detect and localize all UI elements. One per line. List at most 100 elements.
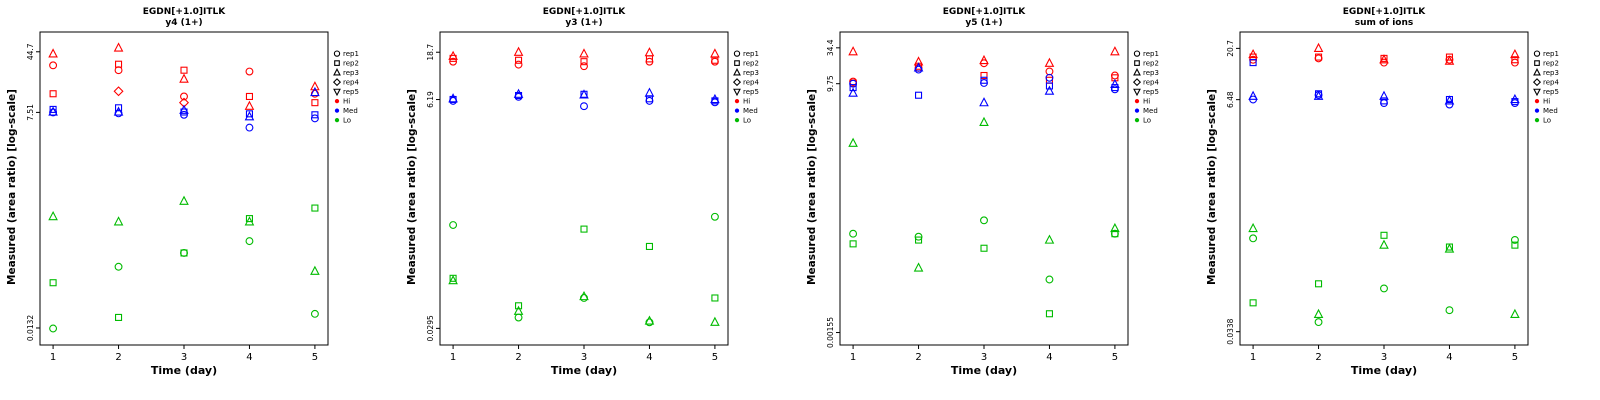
data-point-Hi-rep3 [710, 48, 720, 58]
chart-panel-sum-of-ions: EGDN[+1.0]ITLK sum of ions Measured (are… [1200, 0, 1600, 400]
data-point-Med-rep2 [1380, 97, 1388, 105]
legend-marker-rep5 [1533, 88, 1541, 97]
data-point-Lo-rep2 [915, 236, 923, 244]
y-tick-label: 44.7 [26, 43, 35, 60]
x-tick-label: 4 [1046, 352, 1052, 363]
chart-panel-y5: EGDN[+1.0]ITLK y5 (1+) Measured (area ra… [800, 0, 1200, 400]
plot-box [1239, 31, 1529, 346]
y-tick-label: 18.7 [426, 44, 435, 61]
data-point-Lo-rep2 [1315, 280, 1323, 288]
data-point-Hi-rep2 [1315, 53, 1323, 61]
x-tick-label: 3 [981, 352, 987, 363]
legend-marker-rep1 [1133, 50, 1141, 57]
data-point-Hi-rep3 [1044, 57, 1055, 67]
chart-subtitle: y3 (1+) [565, 18, 603, 28]
legend-label-Lo: Lo [743, 117, 751, 125]
data-point-Lo-rep3 [1313, 308, 1324, 319]
data-point-Lo-rep2 [245, 215, 253, 223]
data-point-Med-rep3 [710, 93, 720, 104]
y-tick-label: 6.48 [1226, 91, 1235, 108]
y-tick-label: 34.4 [826, 39, 835, 56]
data-point-Med-rep1 [310, 114, 319, 123]
data-point-Lo-rep1 [849, 229, 858, 238]
legend-label-rep4: rep4 [1143, 79, 1159, 87]
legend-label-Lo: Lo [343, 117, 351, 125]
chart-subtitle: y4 (1+) [165, 18, 203, 28]
legend-label-rep5: rep5 [1543, 88, 1559, 96]
data-point-Med-rep2 [311, 111, 319, 119]
x-tick-label: 2 [515, 352, 521, 363]
data-point-Med-rep3 [448, 93, 458, 103]
data-point-Hi-rep3 [179, 73, 189, 83]
legend-marker-Med [734, 108, 740, 113]
data-point-Hi-rep3 [1379, 54, 1389, 64]
data-point-Med-rep3 [244, 111, 255, 121]
data-point-Med-rep1 [1445, 100, 1454, 109]
data-point-Med-rep3 [1110, 78, 1120, 89]
legend-label-rep4: rep4 [743, 79, 759, 87]
data-point-Med-rep3 [1313, 90, 1324, 100]
data-point-Hi-rep2 [49, 90, 57, 98]
legend-label-rep4: rep4 [1543, 79, 1559, 87]
data-point-Hi-rep3 [48, 48, 58, 58]
data-point-Med-rep1 [1110, 85, 1119, 94]
chart-title: EGDN[+1.0]ITLK [142, 7, 226, 17]
data-point-Med-rep3 [644, 87, 655, 97]
legend-marker-rep2 [334, 60, 340, 66]
data-point-Hi-rep2 [580, 58, 588, 66]
y-tick-label: 7.51 [26, 104, 35, 121]
legend-label-rep2: rep2 [343, 60, 359, 68]
legend-label-rep1: rep1 [1543, 50, 1559, 58]
data-point-Lo-rep2 [980, 244, 988, 252]
data-point-Lo-rep3 [1379, 239, 1389, 249]
data-point-Hi-rep3 [1444, 55, 1455, 65]
data-point-Hi-rep3 [448, 50, 458, 60]
data-point-Lo-rep1 [514, 313, 523, 322]
data-point-Hi-rep1 [1314, 54, 1323, 63]
data-point-Med-rep2 [849, 84, 857, 92]
legend-label-rep1: rep1 [343, 50, 359, 58]
legend-marker-rep4 [332, 78, 342, 87]
data-point-Hi-rep3 [979, 54, 989, 65]
x-axis-label: Time (day) [150, 364, 218, 377]
y-tick-label: 6.19 [426, 91, 435, 108]
legend-label-Hi: Hi [1143, 98, 1150, 106]
x-tick-label: 1 [1250, 352, 1256, 363]
data-point-Hi-rep3 [1248, 48, 1258, 59]
data-point-Med-rep2 [245, 110, 253, 118]
data-point-Hi-rep2 [311, 99, 319, 107]
data-point-Med-rep2 [1249, 59, 1257, 67]
chart-panel-y3: EGDN[+1.0]ITLK y3 (1+) Measured (area ra… [400, 0, 800, 400]
data-point-Med-rep1 [1045, 73, 1054, 82]
legend-marker-rep2 [1134, 60, 1140, 66]
data-point-Med-rep3 [848, 87, 858, 97]
data-point-Lo-rep1 [180, 249, 188, 257]
data-point-Hi-rep3 [1110, 46, 1120, 56]
x-axis-label: Time (day) [950, 364, 1018, 377]
x-tick-label: 5 [1512, 352, 1518, 363]
x-tick-label: 3 [581, 352, 587, 363]
data-point-Lo-rep3 [644, 315, 655, 325]
data-point-Lo-rep3 [913, 262, 924, 272]
data-point-Hi-rep3 [644, 47, 655, 57]
data-point-Hi-rep1 [580, 62, 588, 71]
legend-marker-Hi [1534, 98, 1540, 104]
legend-label-Med: Med [743, 107, 758, 115]
data-point-Hi-rep1 [180, 92, 188, 101]
x-axis-label: Time (day) [1350, 364, 1418, 377]
y-tick-label: 0.0338 [1226, 318, 1235, 344]
data-point-Lo-rep1 [1249, 234, 1258, 243]
data-point-Lo-rep3 [848, 137, 858, 147]
legend-marker-rep3 [1533, 68, 1541, 76]
legend-label-Lo: Lo [1543, 117, 1551, 125]
chart-subtitle: y5 (1+) [965, 18, 1003, 28]
data-point-Hi-rep2 [515, 56, 523, 64]
data-point-Lo-rep3 [979, 116, 989, 127]
data-point-Lo-rep3 [448, 275, 458, 285]
y-tick-label: 0.0295 [426, 315, 435, 341]
data-point-Lo-rep3 [513, 305, 524, 315]
legend-label-rep3: rep3 [743, 69, 759, 77]
y-tick-label: 9.75 [826, 75, 835, 92]
x-tick-label: 5 [312, 352, 318, 363]
